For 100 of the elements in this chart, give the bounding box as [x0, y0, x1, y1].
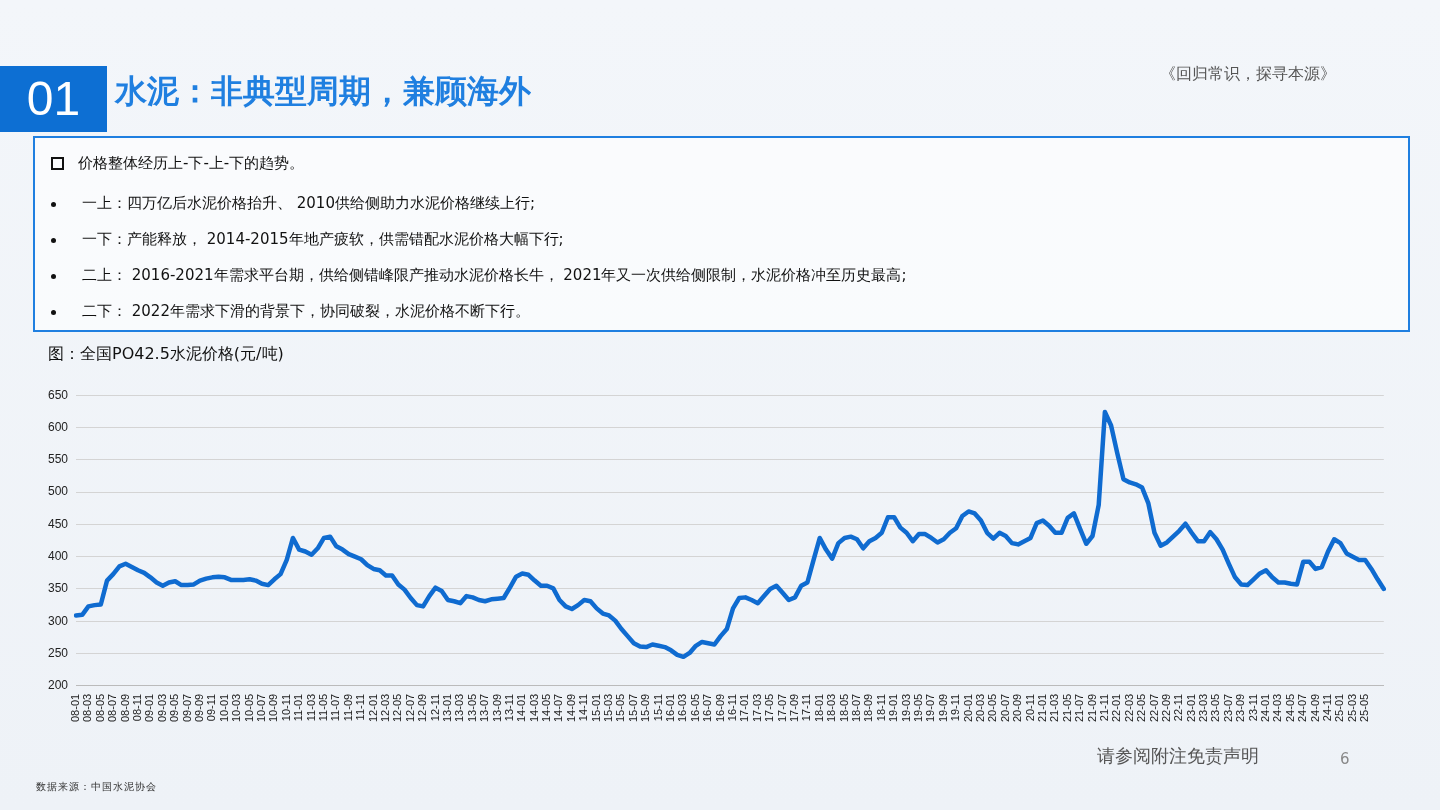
x-tick-label: 15-03: [602, 693, 615, 723]
y-tick-label: 450: [47, 516, 69, 531]
x-tick-label: 24-09: [1308, 693, 1321, 723]
x-tick-label: 08-09: [118, 693, 131, 723]
x-tick-label: 12-09: [416, 693, 429, 723]
x-tick-label: 25-03: [1345, 693, 1358, 723]
x-tick-label: 20-09: [1011, 693, 1024, 723]
x-tick-label: 10-11: [279, 693, 292, 722]
x-tick-label: 08-11: [131, 693, 144, 722]
x-tick-label: 20-01: [961, 693, 974, 723]
x-tick-label: 11-07: [329, 693, 342, 722]
x-tick-label: 09-07: [180, 693, 193, 723]
x-tick-label: 10-05: [242, 693, 255, 723]
x-tick-label: 24-03: [1271, 693, 1284, 723]
x-tick-label: 19-09: [936, 693, 949, 723]
source-note: 数据来源：中国水泥协会: [36, 780, 157, 794]
x-tick-label: 09-03: [155, 693, 168, 723]
x-tick-label: 08-03: [81, 693, 94, 723]
x-tick-label: 15-07: [626, 693, 639, 723]
x-tick-label: 20-07: [998, 693, 1011, 723]
x-tick-label: 12-05: [391, 693, 404, 723]
x-tick-label: 22-07: [1147, 693, 1160, 723]
x-tick-label: 20-03: [973, 693, 986, 723]
x-tick-label: 23-07: [1221, 693, 1234, 723]
x-tick-label: 17-01: [738, 693, 751, 723]
x-tick-label: 11-09: [341, 693, 354, 722]
x-tick-label: 16-05: [688, 693, 701, 723]
x-tick-label: 24-11: [1321, 693, 1334, 722]
x-tick-label: 11-11: [354, 693, 367, 721]
x-tick-label: 17-05: [763, 693, 776, 723]
x-tick-label: 20-11: [1023, 693, 1036, 722]
x-tick-label: 17-09: [788, 693, 801, 723]
y-tick-label: 650: [47, 387, 69, 402]
x-tick-label: 16-03: [676, 693, 689, 723]
x-tick-label: 10-03: [230, 693, 243, 723]
x-tick-label: 19-03: [899, 693, 912, 723]
x-tick-label: 11-03: [304, 693, 317, 722]
x-tick-label: 12-11: [428, 693, 441, 722]
x-tick-label: 24-05: [1283, 693, 1296, 723]
x-tick-label: 24-01: [1259, 693, 1272, 723]
x-tick-label: 09-11: [205, 693, 218, 722]
chart-title: 图：全国PO42.5水泥价格(元/吨): [48, 344, 284, 365]
x-tick-label: 11-05: [316, 693, 329, 722]
x-tick-label: 09-05: [168, 693, 181, 723]
x-tick-label: 17-03: [750, 693, 763, 723]
x-tick-label: 23-09: [1234, 693, 1247, 723]
x-tick-label: 12-03: [378, 693, 391, 723]
x-tick-label: 08-01: [69, 693, 82, 723]
y-tick-label: 200: [47, 678, 69, 693]
x-tick-label: 19-01: [887, 693, 900, 723]
x-tick-label: 21-05: [1060, 693, 1073, 723]
x-tick-label: 08-05: [93, 693, 106, 723]
x-tick-label: 13-05: [465, 693, 478, 723]
x-tick-label: 23-01: [1184, 693, 1197, 723]
x-tick-label: 09-01: [143, 693, 156, 723]
y-tick-label: 350: [47, 581, 69, 596]
x-tick-label: 12-07: [403, 693, 416, 723]
text: 01: [0, 66, 107, 132]
x-tick-label: 18-07: [850, 693, 862, 723]
x-tick-label: 10-09: [267, 693, 280, 723]
text: 价格整体经历上-下-上-下的趋势。: [78, 154, 305, 173]
text: 一上：四万亿后水泥价格抬升、 2010供给侧助力水泥价格继续上行;: [82, 194, 535, 213]
x-tick-label: 13-09: [490, 693, 503, 723]
x-tick-label: 16-09: [713, 693, 726, 723]
x-tick-label: 21-03: [1048, 693, 1061, 723]
x-tick-label: 14-09: [564, 693, 577, 723]
text: 6: [1340, 750, 1350, 768]
x-tick-label: 22-05: [1135, 693, 1148, 723]
x-tick-label: 18-01: [812, 693, 825, 723]
text: 水泥：非典型周期，兼顾海外: [115, 71, 531, 112]
x-tick-label: 08-07: [106, 693, 119, 723]
x-tick-label: 23-03: [1197, 693, 1210, 723]
text: 《回归常识，探寻本源》: [1160, 64, 1336, 85]
y-tick-label: 250: [47, 645, 69, 660]
x-tick-label: 15-11: [651, 693, 664, 722]
x-tick-label: 14-07: [552, 693, 565, 723]
text: 二上： 2016-2021年需求平台期，供给侧错峰限产推动水泥价格长牛， 2021年又一次供给侧限制，水泥价格冲至历史最高;: [82, 266, 907, 285]
x-tick-label: 09-09: [193, 693, 206, 723]
x-tick-label: 14-11: [577, 693, 590, 722]
x-tick-label: 11-01: [292, 693, 305, 722]
x-tick-label: 19-11: [949, 693, 962, 722]
x-tick-label: 12-01: [366, 693, 379, 723]
x-tick-label: 22-01: [1110, 693, 1123, 723]
x-tick-label: 17-07: [775, 693, 788, 723]
x-tick-label: 10-07: [254, 693, 267, 723]
y-tick-label: 400: [47, 548, 69, 563]
x-tick-label: 18-11: [874, 693, 887, 722]
x-tick-label: 25-05: [1358, 693, 1371, 723]
x-tick-label: 16-07: [701, 693, 714, 723]
text: 请参阅附注免责声明: [1097, 744, 1259, 768]
x-tick-label: 16-01: [664, 693, 677, 723]
x-tick-label: 22-11: [1172, 693, 1185, 722]
x-tick-label: 20-05: [986, 693, 999, 723]
text: 一下：产能释放， 2014-2015年地产疲软，供需错配水泥价格大幅下行;: [82, 230, 564, 249]
x-tick-label: 18-09: [862, 693, 875, 723]
x-tick-label: 18-03: [825, 693, 838, 723]
x-tick-label: 15-09: [639, 693, 652, 723]
x-tick-label: 21-07: [1073, 693, 1086, 723]
x-tick-label: 25-01: [1333, 693, 1346, 723]
x-tick-label: 16-11: [726, 693, 739, 722]
